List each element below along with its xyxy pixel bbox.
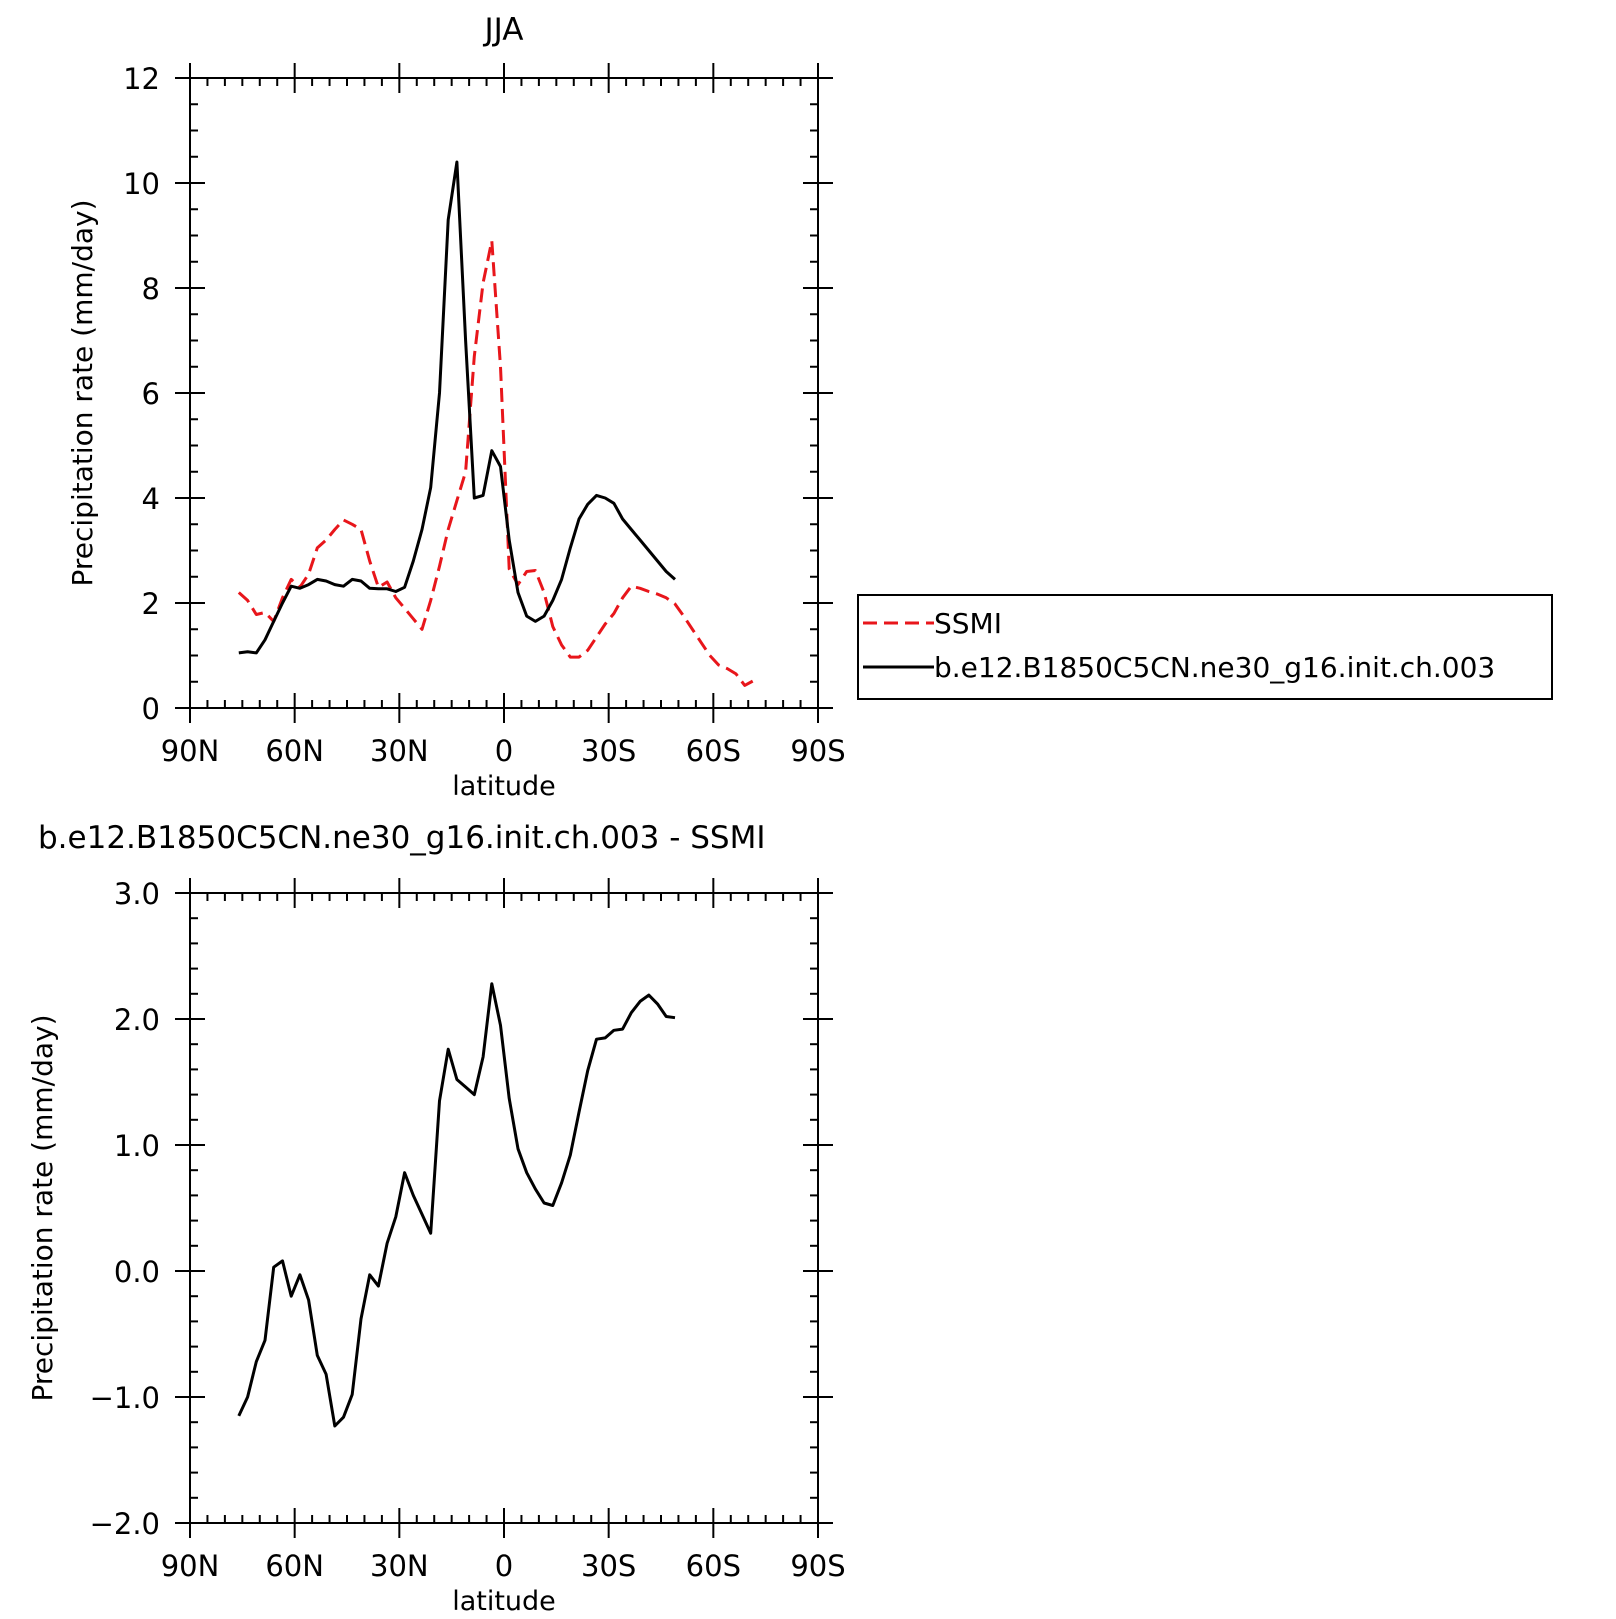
x-tick-label: 60N (265, 734, 324, 768)
y-tick-label: 3.0 (114, 877, 160, 911)
plot-frame (189, 77, 819, 709)
x-tick-label: 0 (495, 734, 513, 768)
y-tick-label: −2.0 (90, 1507, 160, 1541)
y-tick-label: 0.0 (114, 1255, 160, 1289)
legend-label: b.e12.B1850C5CN.ne30_g16.init.ch.003 (934, 651, 1495, 684)
x-axis-label: latitude (452, 1586, 556, 1617)
x-tick-label: 30N (370, 1549, 429, 1583)
chart-title: b.e12.B1850C5CN.ne30_g16.init.ch.003 - S… (38, 820, 766, 856)
y-tick-label: 6 (142, 377, 160, 411)
x-tick-label: 90S (790, 734, 845, 768)
x-tick-label: 60S (686, 734, 741, 768)
y-tick-label: 10 (123, 167, 160, 201)
y-tick-label: 2 (142, 587, 160, 621)
y-tick-label: 8 (142, 272, 160, 306)
y-tick-label: −1.0 (90, 1381, 160, 1415)
y-axis-label: Precipitation rate (mm/day) (26, 1014, 59, 1401)
chart-title: JJA (483, 12, 524, 48)
series-line-difference (237, 982, 676, 1428)
series-line-b-e12-b1850c5cn-ne30-g16-init-ch-003 (238, 160, 677, 655)
x-tick-label: 30S (581, 1549, 636, 1583)
x-tick-label: 30N (370, 734, 429, 768)
series-line-ssmi (237, 239, 755, 687)
x-tick-label: 60S (686, 1549, 741, 1583)
chart-panel-2: b.e12.B1850C5CN.ne30_g16.init.ch.003 - S… (26, 820, 846, 1617)
x-tick-label: 30S (581, 734, 636, 768)
plot-frame (189, 892, 819, 1524)
y-tick-label: 0 (142, 692, 160, 726)
y-tick-label: 2.0 (114, 1003, 160, 1037)
y-tick-label: 4 (142, 482, 160, 516)
y-axis-label: Precipitation rate (mm/day) (66, 199, 99, 586)
x-tick-label: 90N (161, 1549, 220, 1583)
x-tick-label: 90N (161, 734, 220, 768)
x-axis-label: latitude (452, 771, 556, 802)
legend: SSMI b.e12.B1850C5CN.ne30_g16.init.ch.003 (857, 594, 1553, 700)
x-tick-label: 60N (265, 1549, 324, 1583)
x-tick-label: 0 (495, 1549, 513, 1583)
x-tick-label: 90S (790, 1549, 845, 1583)
legend-label: SSMI (934, 607, 1002, 640)
legend-box (857, 594, 1553, 700)
y-tick-label: 12 (123, 62, 160, 96)
y-tick-label: 1.0 (114, 1129, 160, 1163)
